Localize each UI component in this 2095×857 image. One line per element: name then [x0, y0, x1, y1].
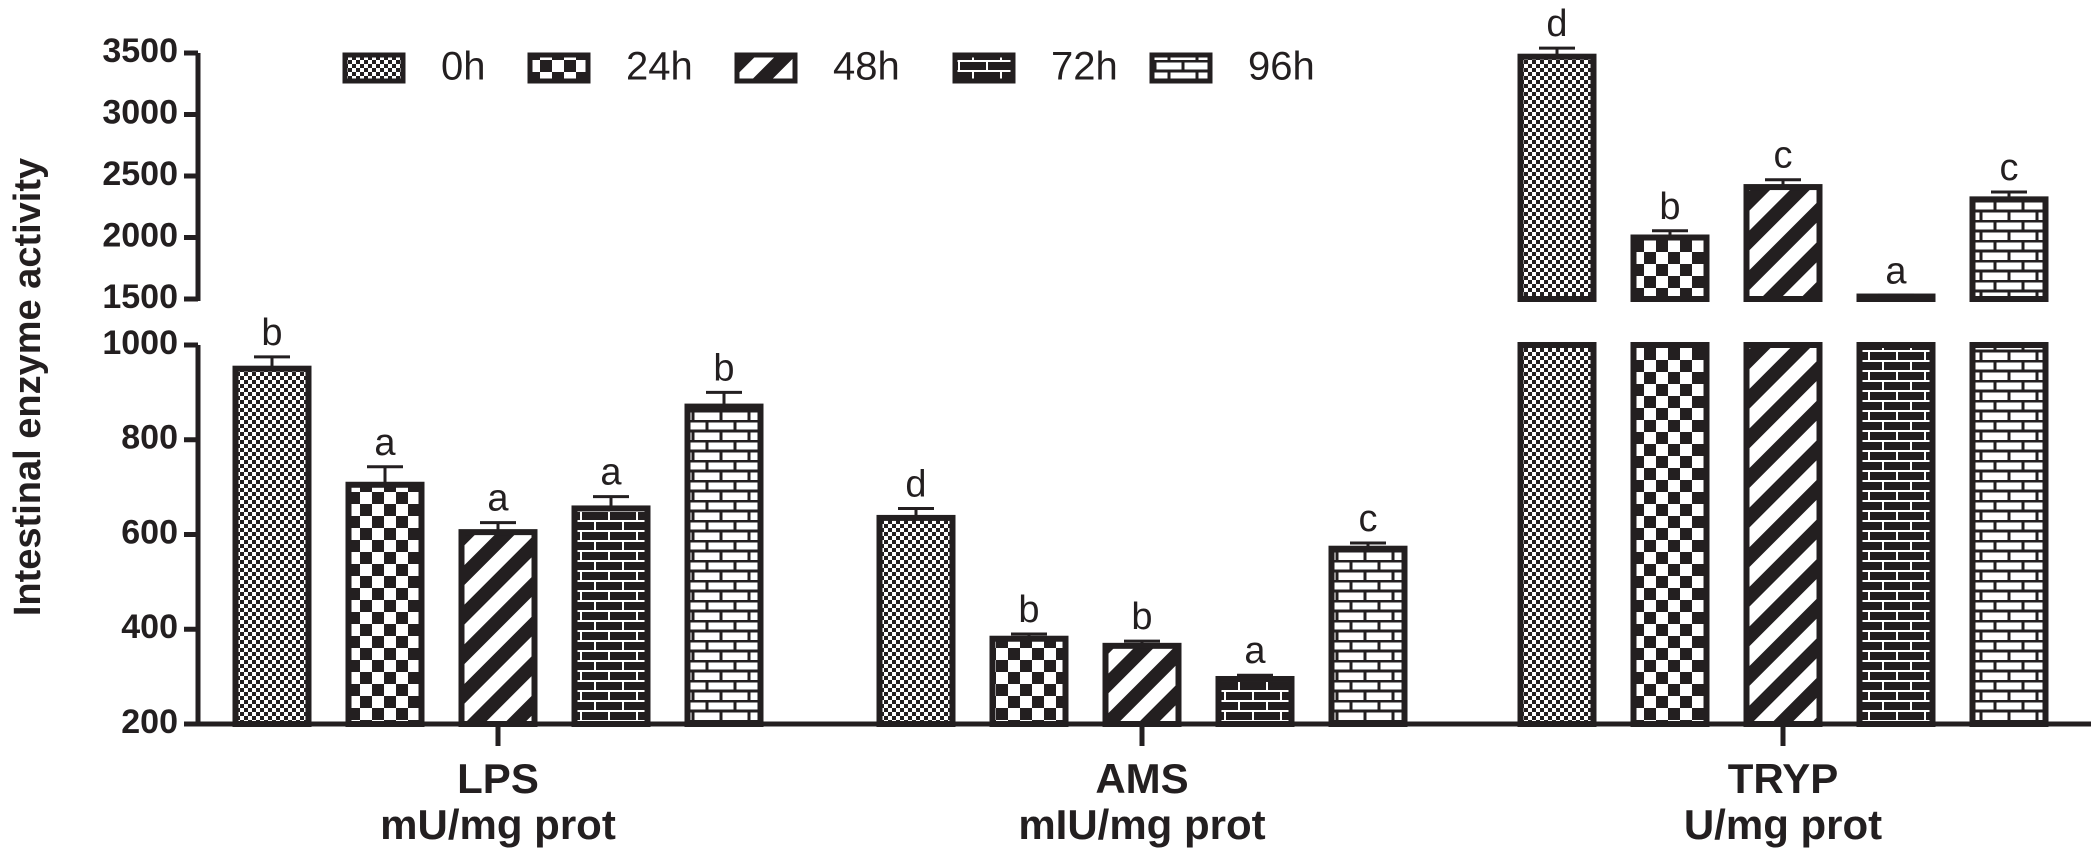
- significance-label: d: [905, 463, 926, 505]
- significance-label: b: [261, 312, 282, 354]
- x-tick-label: AMS: [1095, 755, 1188, 802]
- legend-swatch: [342, 52, 406, 84]
- y-tick-label: 600: [121, 513, 178, 551]
- y-tick-label: 2000: [102, 216, 178, 254]
- significance-label: b: [1018, 589, 1039, 631]
- x-unit-label: mU/mg prot: [380, 801, 616, 848]
- significance-label: b: [1659, 186, 1680, 228]
- legend-swatch: [734, 52, 798, 84]
- legend-label: 72h: [1051, 45, 1118, 89]
- significance-label: c: [1774, 135, 1793, 177]
- legend-label: 0h: [441, 45, 486, 89]
- significance-label: b: [1131, 596, 1152, 638]
- legend-swatch: [1149, 52, 1213, 84]
- y-axis-label: Intestinal enzyme activity: [7, 158, 49, 616]
- y-tick-label: 1500: [102, 278, 178, 316]
- bar: [571, 505, 651, 727]
- x-tick-label: LPS: [457, 755, 539, 802]
- legend-swatch: [527, 52, 591, 84]
- y-tick-label: 400: [121, 608, 178, 646]
- bar: [876, 514, 956, 728]
- significance-label: a: [1885, 250, 1907, 292]
- x-unit-label: U/mg prot: [1684, 801, 1882, 848]
- bar: [1517, 53, 1597, 302]
- bar: [684, 403, 764, 727]
- bar: [1102, 642, 1182, 727]
- significance-label: b: [713, 347, 734, 389]
- bar: [1517, 342, 1597, 727]
- bar: [345, 481, 425, 727]
- significance-label: a: [374, 422, 396, 464]
- bar: [1328, 545, 1408, 728]
- significance-label: a: [600, 452, 622, 494]
- bar: [1630, 342, 1710, 727]
- legend-label: 24h: [626, 45, 693, 89]
- bar: [1743, 184, 1823, 303]
- legend-swatch: [952, 52, 1016, 84]
- y-tick-label: 3000: [102, 93, 178, 131]
- bar: [1856, 342, 1936, 727]
- bar: [989, 635, 1069, 727]
- bar: [1969, 342, 2049, 727]
- significance-label: d: [1546, 3, 1567, 45]
- y-tick-label: 200: [121, 703, 178, 741]
- x-tick-label: TRYP: [1728, 755, 1838, 802]
- bar: [1215, 675, 1295, 728]
- significance-label: a: [1244, 630, 1266, 672]
- legend-label: 96h: [1248, 45, 1315, 89]
- y-tick-label: 800: [121, 419, 178, 457]
- y-tick-label: 1000: [102, 324, 178, 362]
- y-tick-label: 3500: [102, 32, 178, 70]
- bar: [1743, 342, 1823, 727]
- legend-label: 48h: [833, 45, 900, 89]
- significance-label: c: [2000, 147, 2019, 189]
- bar: [232, 365, 312, 727]
- x-unit-label: mIU/mg prot: [1018, 801, 1265, 848]
- significance-label: c: [1359, 498, 1378, 540]
- y-tick-label: 2500: [102, 155, 178, 193]
- bar: [1856, 293, 1936, 303]
- bar: [458, 529, 538, 727]
- bar: [1969, 196, 2049, 302]
- significance-label: a: [487, 478, 509, 520]
- bar: [1630, 234, 1710, 302]
